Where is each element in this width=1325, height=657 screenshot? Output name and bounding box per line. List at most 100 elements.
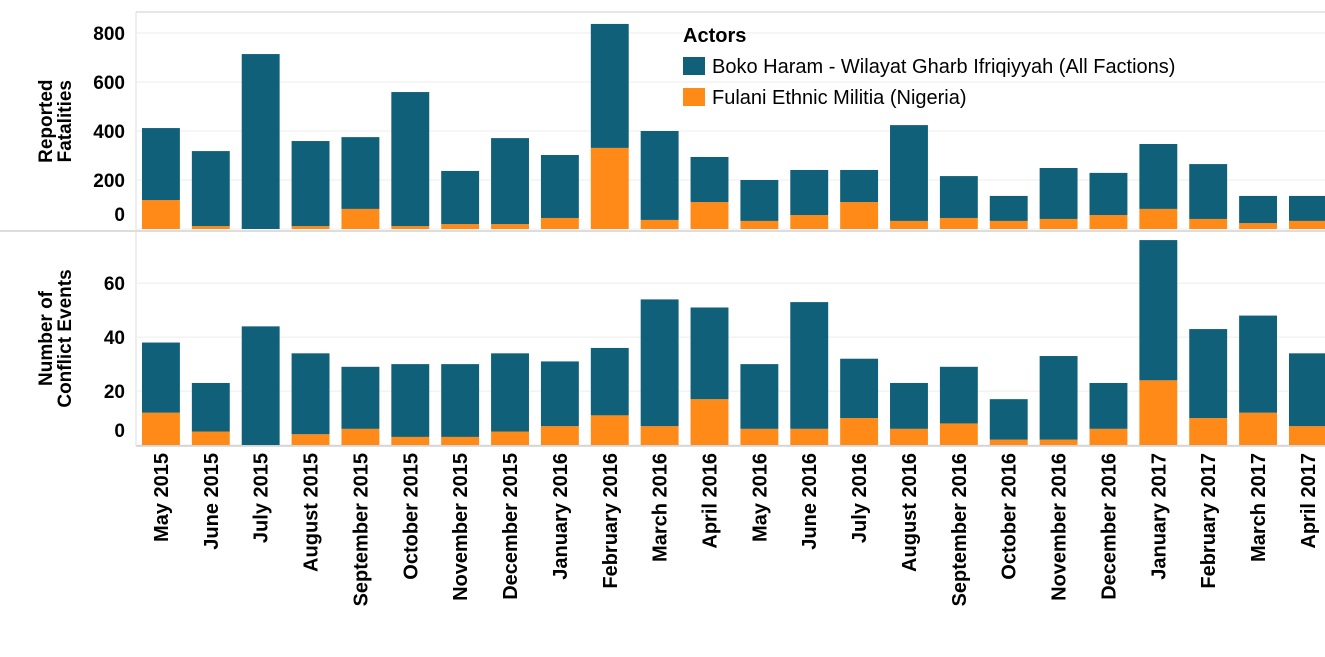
y-axis-title: Number ofConflict Events <box>36 269 76 407</box>
bar-segment <box>890 382 928 429</box>
x-tick-label: July 2016 <box>849 453 871 543</box>
bar-segment <box>441 436 480 445</box>
x-tick-label: January 2017 <box>1148 453 1170 580</box>
bar-segment <box>1189 329 1228 419</box>
x-tick-label: November 2015 <box>450 453 472 601</box>
x-tick-label: July 2015 <box>251 453 273 543</box>
x-tick-label: May 2016 <box>749 453 771 542</box>
bar-segment <box>341 137 380 209</box>
y-tick-label: 200 <box>93 171 125 192</box>
bar-segment <box>441 170 480 225</box>
y-tick-label: 600 <box>93 73 125 94</box>
y-axis-title-line: Number of <box>36 290 57 386</box>
bar-segment <box>1039 167 1078 219</box>
bar-segment <box>341 208 380 229</box>
bar-segment <box>690 202 729 229</box>
bar-segment <box>441 224 480 229</box>
x-tick-label: November 2016 <box>1049 453 1071 601</box>
bar-segment <box>391 92 430 227</box>
x-tick-label: February 2017 <box>1198 453 1220 589</box>
bar-segment <box>1139 380 1178 445</box>
bar-segment <box>291 141 330 227</box>
legend-label: Fulani Ethnic Militia (Nigeria) <box>712 87 967 109</box>
bar-segment <box>341 366 380 429</box>
bar-segment <box>141 342 180 413</box>
legend-swatch <box>683 88 705 106</box>
bar-segment <box>491 224 529 229</box>
x-tick-label: September 2016 <box>949 453 971 606</box>
x-tick-label: April 2017 <box>1298 453 1320 549</box>
y-tick-label: 40 <box>104 328 125 349</box>
bar-segment <box>640 219 679 229</box>
bar-segment <box>391 364 430 437</box>
bar-segment <box>540 361 579 427</box>
bars <box>141 23 1325 445</box>
bar-segment <box>640 131 679 220</box>
x-tick-label: January 2016 <box>550 453 572 580</box>
bar-segment <box>840 202 879 229</box>
bar-segment <box>640 426 679 445</box>
bar-segment <box>590 23 629 148</box>
bar-segment <box>1239 223 1278 229</box>
bar-segment <box>241 54 280 229</box>
bar-segment <box>840 169 879 203</box>
bar-segment <box>939 423 978 445</box>
bar-segment <box>191 151 230 227</box>
bar-segment <box>690 156 729 203</box>
bar-segment <box>590 147 629 229</box>
x-tick-label: March 2016 <box>650 453 672 562</box>
bar-segment <box>790 215 829 229</box>
bar-segment <box>191 226 230 229</box>
bar-segment <box>1288 195 1325 221</box>
bar-segment <box>141 128 180 201</box>
x-tick-label: June 2015 <box>201 453 223 550</box>
y-tick-label: 0 <box>114 421 125 442</box>
bar-segment <box>1039 439 1078 445</box>
y-tick-label: 400 <box>93 122 125 143</box>
x-tick-label: December 2016 <box>1098 453 1120 600</box>
bar-segment <box>1239 315 1278 413</box>
legend-title: Actors <box>683 25 746 47</box>
bar-segment <box>540 426 579 445</box>
bar-segment <box>989 195 1028 221</box>
bar-segment <box>690 399 729 445</box>
bar-segment <box>291 434 330 445</box>
bar-segment <box>1189 218 1228 229</box>
bar-segment <box>391 226 430 229</box>
y-axis-title-line: Reported <box>36 79 57 162</box>
bar-segment <box>890 125 928 221</box>
bar-segment <box>939 366 978 424</box>
x-tick-label: May 2015 <box>151 453 173 542</box>
labels: 0 200 400 600 800 ReportedFatalities 0 20 40 60 Nu… <box>36 24 1320 606</box>
bar-segment <box>341 428 380 445</box>
y-axis-title-line: Fatalities <box>55 80 76 162</box>
bar-segment <box>291 226 330 229</box>
bar-segment <box>939 176 978 218</box>
legend-swatch <box>683 57 705 75</box>
bar-segment <box>740 180 779 221</box>
bar-segment <box>1189 164 1228 219</box>
bar-segment <box>141 200 180 229</box>
bar-segment <box>790 302 829 429</box>
bar-segment <box>1089 172 1128 216</box>
bar-segment <box>441 364 480 437</box>
x-tick-label: December 2015 <box>500 453 522 600</box>
bar-segment <box>1288 220 1325 229</box>
bar-segment <box>391 436 430 445</box>
bar-segment <box>191 431 230 445</box>
legend-label: Boko Haram - Wilayat Gharb Ifriqiyyah (A… <box>712 56 1175 78</box>
x-tick-label: October 2015 <box>400 453 422 580</box>
bar-segment <box>491 431 529 445</box>
bar-segment <box>890 428 928 445</box>
x-tick-label: April 2016 <box>700 453 722 549</box>
y-tick-label: 60 <box>104 274 125 295</box>
x-tick-label: June 2016 <box>799 453 821 550</box>
bar-segment <box>1089 428 1128 445</box>
x-tick-label: September 2015 <box>350 453 372 606</box>
bar-segment <box>1189 418 1228 445</box>
y-axis-title-line: Conflict Events <box>55 269 76 407</box>
bar-segment <box>840 358 879 419</box>
bar-segment <box>1239 412 1278 445</box>
x-tick-label: March 2017 <box>1248 453 1270 562</box>
bar-segment <box>690 307 729 400</box>
